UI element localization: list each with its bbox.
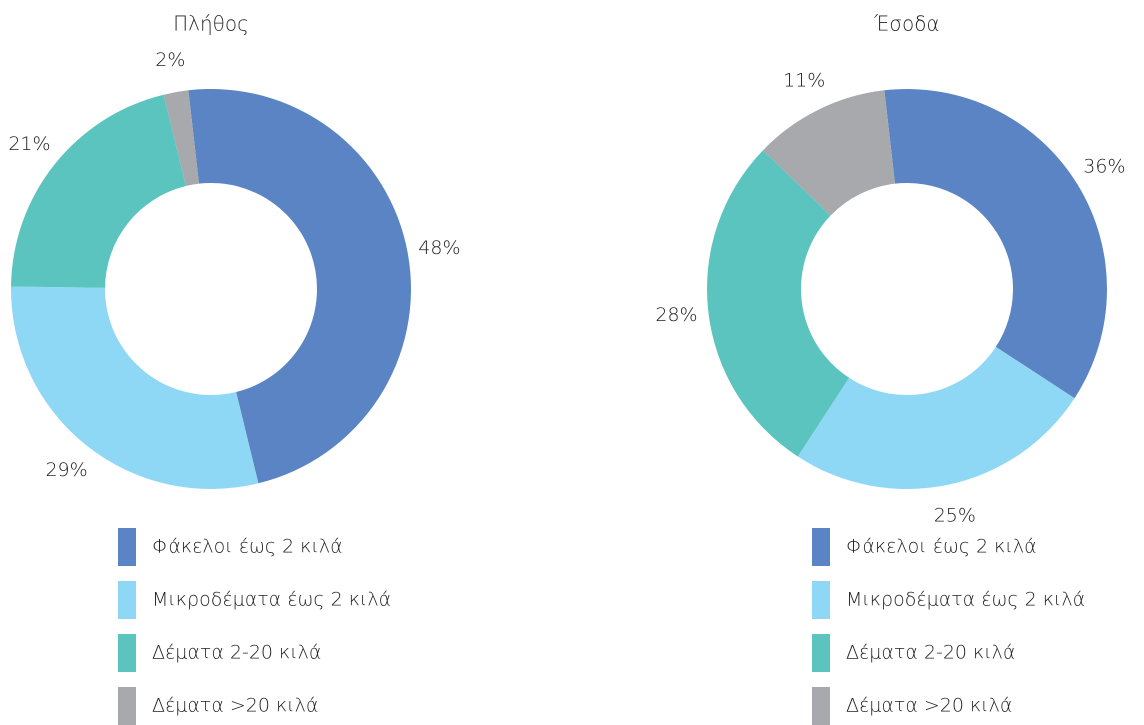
legend-label: Μικροδέματα έως 2 κιλά <box>846 589 1085 611</box>
value-label: 25% <box>934 505 976 527</box>
legend-label: Δέματα >20 κιλά <box>846 695 1012 717</box>
legend-swatch <box>812 634 830 672</box>
legend-label: Δέματα 2-20 κιλά <box>846 642 1015 664</box>
donut-slice <box>797 346 1075 489</box>
legend-swatch <box>118 634 136 672</box>
legend-swatch <box>118 687 136 725</box>
chart-title: Πλήθος <box>173 12 249 36</box>
value-label: 2% <box>155 49 185 71</box>
donut-slice <box>762 90 896 216</box>
legend-label: Μικροδέματα έως 2 κιλά <box>152 589 391 611</box>
chart-title: Έσοδα <box>873 12 939 36</box>
donut-slice <box>707 150 850 457</box>
legend-label: Δέματα 2-20 κιλά <box>152 642 321 664</box>
donut-slice <box>884 89 1107 399</box>
value-label: 21% <box>8 133 50 155</box>
value-label: 36% <box>1083 156 1125 178</box>
value-label: 28% <box>655 304 697 326</box>
donut-slice <box>163 90 200 187</box>
legend-label: Φάκελοι έως 2 κιλά <box>846 536 1037 558</box>
legend-label: Δέματα >20 κιλά <box>152 695 318 717</box>
value-label: 48% <box>418 237 460 259</box>
legend-swatch <box>118 581 136 619</box>
legend-label: Φάκελοι έως 2 κιλά <box>152 536 343 558</box>
legend-swatch <box>812 687 830 725</box>
value-label: 11% <box>783 70 825 92</box>
donut-slice <box>11 94 186 288</box>
legend-swatch <box>812 528 830 566</box>
donut-slice <box>188 89 411 484</box>
legend-swatch <box>812 581 830 619</box>
legend-swatch <box>118 528 136 566</box>
donut-slice <box>10 286 259 489</box>
value-label: 29% <box>45 459 87 481</box>
